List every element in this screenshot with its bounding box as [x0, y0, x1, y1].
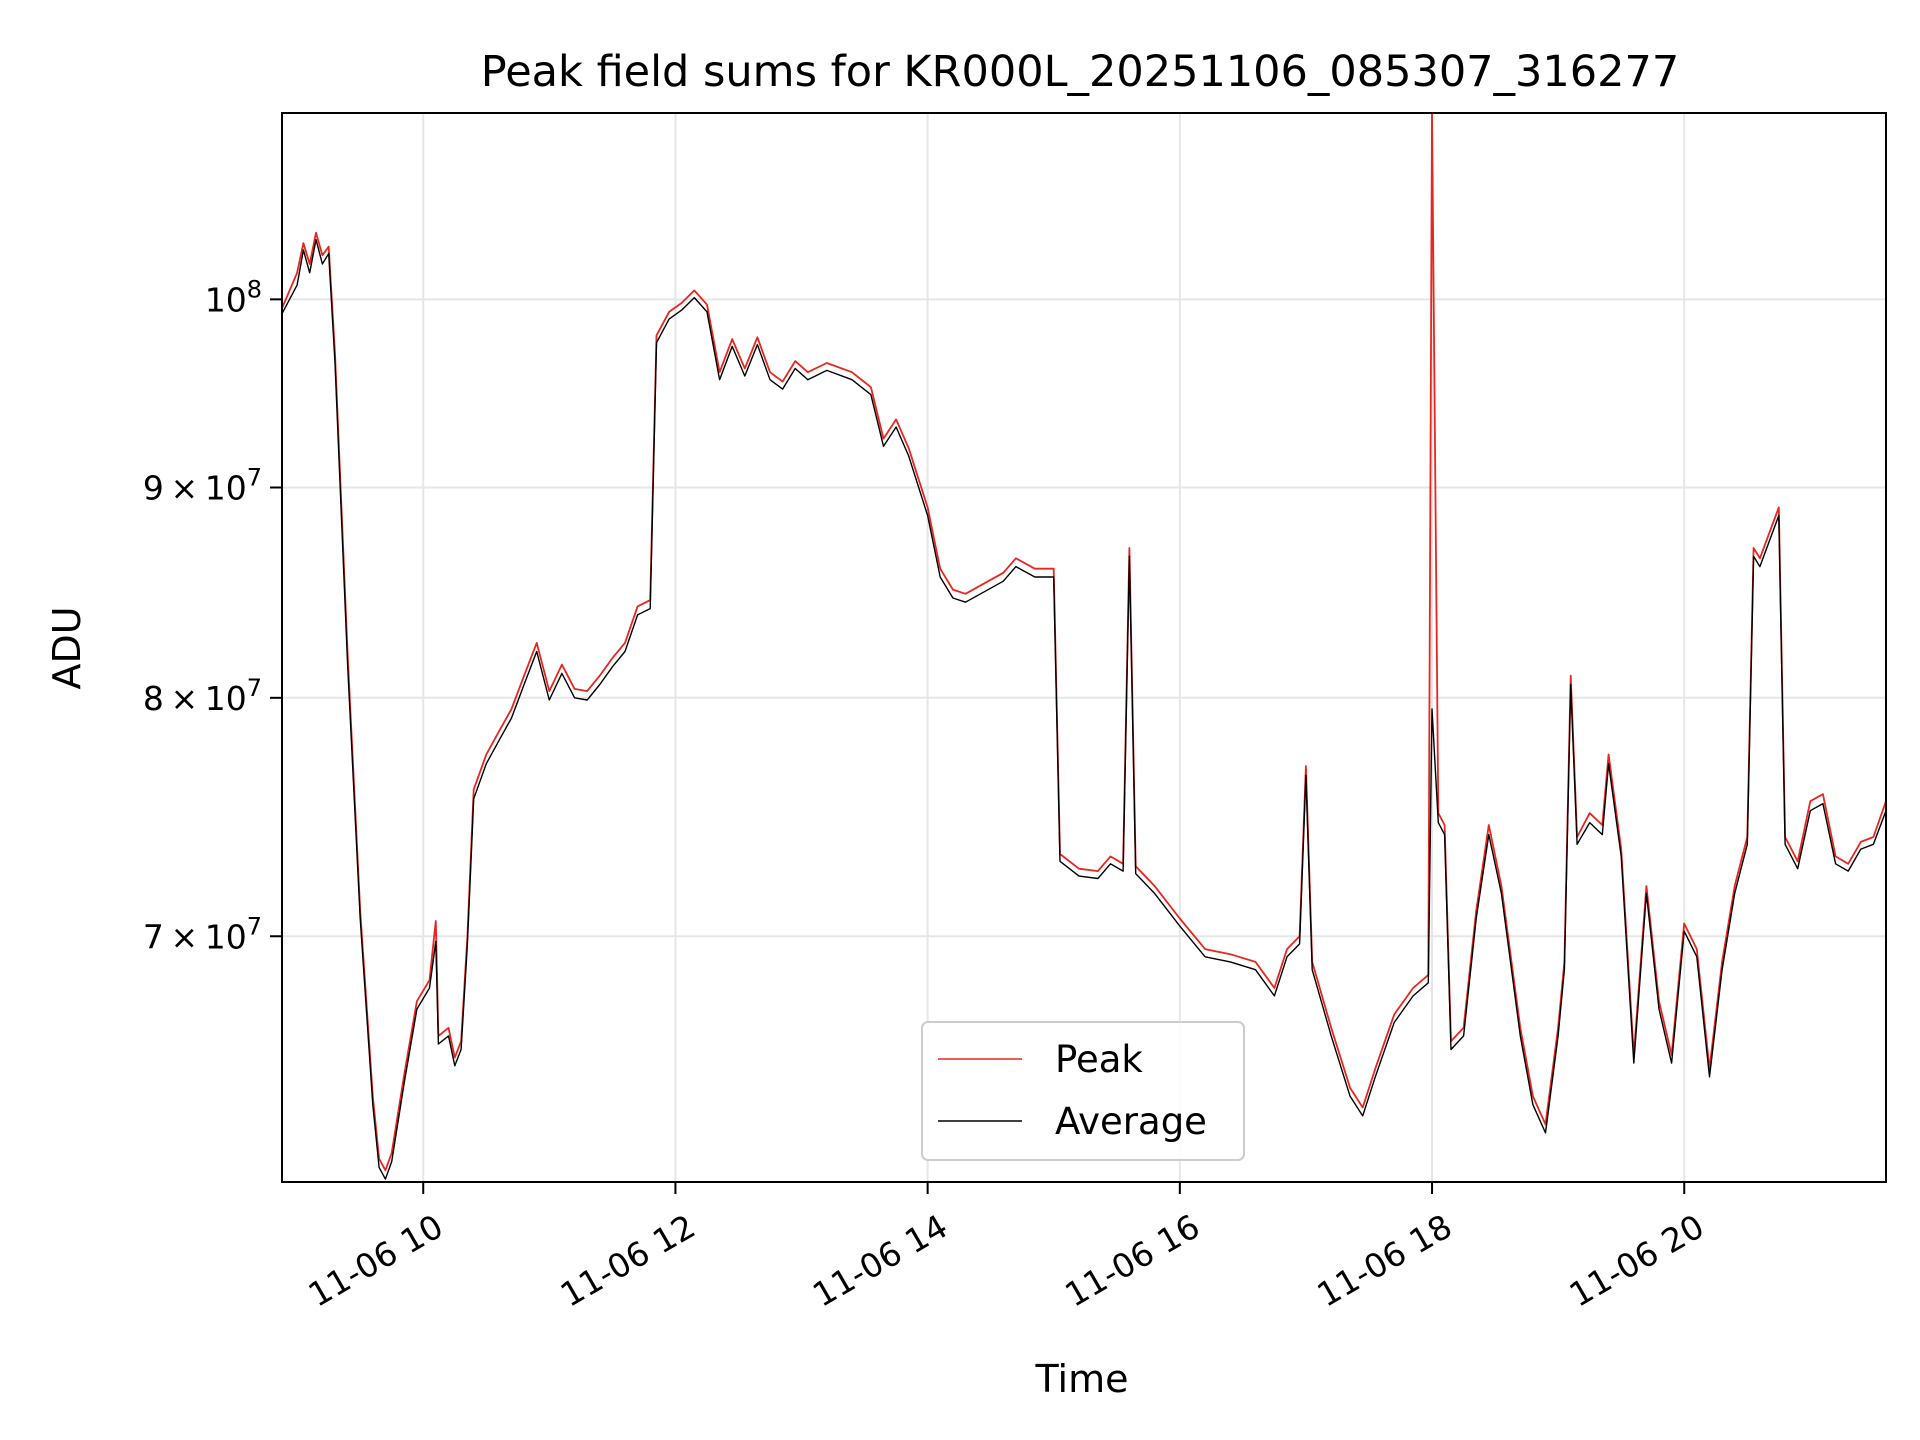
chart-title: Peak field sums for KR000L_20251106_0853…	[481, 47, 1679, 97]
y-tick-label: 7 × 107	[143, 912, 262, 956]
x-axis-label: Time	[1035, 1357, 1129, 1401]
legend-label-average: Average	[1055, 1100, 1207, 1143]
y-tick-label: 9 × 107	[143, 463, 262, 507]
legend-box	[921, 1021, 1245, 1161]
legend-label-peak: Peak	[1055, 1038, 1143, 1081]
grid	[282, 113, 1886, 1182]
series-layer	[282, 113, 1886, 1180]
y-tick-label: 108	[205, 275, 262, 319]
series-line-average	[282, 238, 1886, 1180]
legend: Peak Average	[921, 1021, 1245, 1161]
y-axis-ticks: 7 × 107 8 × 107 9 × 107 108	[143, 275, 282, 956]
plot-frame	[281, 112, 1887, 1183]
y-axis-label: ADU	[45, 606, 89, 689]
y-tick-label: 8 × 107	[143, 674, 262, 718]
